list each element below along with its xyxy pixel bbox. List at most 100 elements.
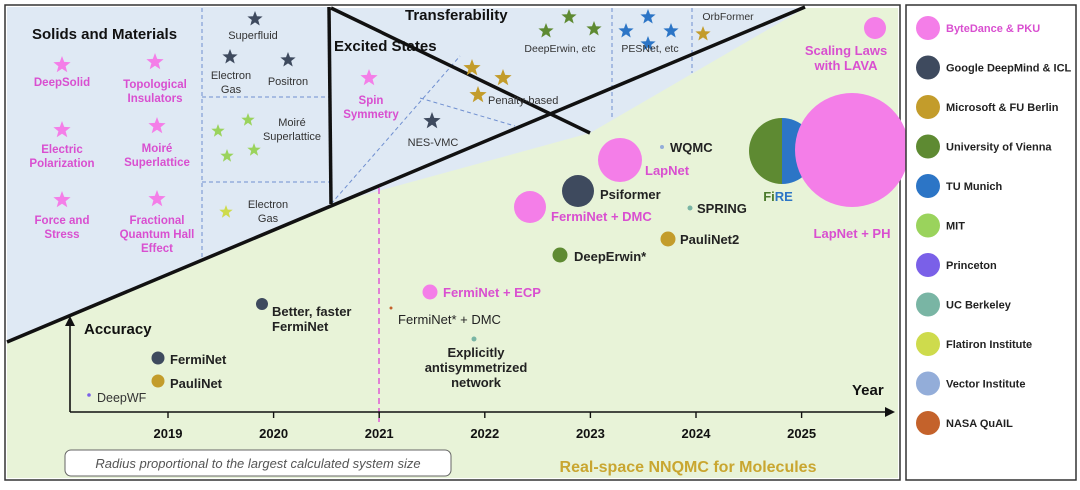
star-solids-fractional-quantum-hall-effect [148, 190, 166, 207]
point-deeperwin [552, 247, 568, 263]
legend-label-bytedance-pku: ByteDance & PKU [946, 23, 1040, 35]
region-dividers [201, 8, 693, 259]
point-label-ferminet-ecp: FermiNet + ECP [443, 285, 541, 300]
star-solids-moir-superlattice-3 [247, 143, 261, 156]
tick-label-2021: 2021 [365, 426, 394, 441]
point-label-ferminet-dmc: FermiNet* + DMC [398, 312, 501, 327]
x-axis-arrow [885, 407, 895, 417]
region-label-solids-electric-polarization: Electric Polarization [29, 144, 94, 170]
point-label-ferminet: FermiNet [170, 352, 227, 367]
point-ferminet-ecp [422, 284, 438, 300]
excited-region [331, 8, 590, 204]
legend-marker-tu-munich [916, 174, 940, 198]
legend-label-tu-munich: TU Munich [946, 181, 1002, 193]
point-label-better-faster-ferminet: Better, faster FermiNet [272, 304, 351, 334]
excited-title: Excited States [334, 38, 437, 55]
star-transfer-pesnet-etc-0 [618, 23, 634, 38]
legend-box [905, 4, 1077, 481]
region-label-solids-electron-gas: Electron Gas [248, 199, 288, 225]
point-paulinet [151, 374, 165, 388]
region-label-transfer-orbformer: OrbFormer [702, 11, 754, 23]
legend-marker-microsoft-fu-berlin [916, 95, 940, 119]
legend-label-princeton: Princeton [946, 260, 997, 272]
star-transfer-orbformer [695, 26, 711, 41]
region-label-transfer-pesnet-etc: PESNet, etc [621, 43, 678, 55]
star-excited-penalty-based-0 [463, 59, 481, 76]
point-deepwf [87, 393, 91, 397]
point-better-faster-ferminet [256, 298, 268, 310]
star-excited-spin-symmetry [360, 69, 378, 86]
star-solids-electron-gas [219, 205, 233, 218]
point-label-explicitly-antisymmetrized-network: Explicitly antisymmetrized network [425, 345, 528, 390]
legend-marker-bytedance-pku [916, 16, 940, 40]
legend-marker-university-of-vienna [916, 134, 940, 159]
point-label-lapnet-ph: LapNet + PH [814, 226, 891, 241]
y-axis-label: Accuracy [84, 321, 152, 338]
point-spring [687, 205, 693, 211]
legend-marker-uc-berkeley [916, 292, 940, 317]
star-excited-nes-vmc [423, 112, 441, 129]
legend-marker-flatiron-institute [916, 332, 940, 356]
star-excited-penalty-based-2 [469, 86, 487, 103]
point-psiformer [562, 175, 594, 207]
star-solids-moir-superlattice-1 [241, 113, 255, 126]
point-label-paulinet2: PauliNet2 [680, 232, 739, 247]
region-label-solids-deepsolid: DeepSolid [34, 77, 90, 89]
transfer-region [331, 8, 805, 133]
point-fire-left [749, 118, 782, 184]
y-axis-arrow [65, 316, 75, 326]
point-label-ferminet-dmc: FermiNet + DMC [551, 209, 652, 224]
region-borders [6, 5, 806, 344]
star-solids-force-and-stress [53, 191, 71, 208]
legend-label-university-of-vienna: University of Vienna [946, 142, 1052, 154]
region-label-solids-superfluid: Superfluid [228, 30, 278, 42]
point-lapnet-ph [795, 93, 909, 207]
region-label-solids-moir-superlattice: Moiré Superlattice [124, 143, 190, 169]
region-label-solids-force-and-stress: Force and Stress [35, 215, 90, 241]
solids-title: Solids and Materials [32, 26, 177, 43]
region-labels: DeepSolid Topological Insulators Electric Po… [29, 11, 754, 255]
tick-label-2019: 2019 [154, 426, 183, 441]
region-label-transfer-deeperwin-etc: DeepErwin, etc [524, 43, 595, 55]
molecule-region [7, 8, 898, 478]
chart-title: Real-space NNQMC for Molecules [560, 459, 817, 476]
tick-label-2023: 2023 [576, 426, 605, 441]
point-label-lapnet: LapNet [645, 163, 690, 178]
point-scaling-laws-with-lava [864, 17, 886, 39]
star-solids-deepsolid [53, 56, 71, 73]
star-transfer-deeperwin-etc-2 [586, 21, 602, 36]
region-label-solids-electron-gas: Electron Gas [211, 70, 251, 96]
point-explicitly-antisymmetrized-network [471, 336, 477, 342]
region-label-solids-fractional-quantum-hall-effect: Fractional Quantum Hall Effect [120, 215, 195, 255]
point-lapnet [598, 138, 642, 182]
point-label-wqmc: WQMC [670, 140, 713, 155]
star-solids-topological-insulators [146, 53, 164, 70]
point-ferminet [151, 351, 165, 365]
legend-label-microsoft-fu-berlin: Microsoft & FU Berlin [946, 102, 1059, 114]
legend-marker-nasa-quail [916, 411, 940, 435]
region-label-excited-nes-vmc: NES-VMC [408, 137, 459, 149]
point-ferminet-dmc [389, 306, 393, 310]
star-solids-moir-superlattice-0 [211, 124, 225, 137]
star-solids-moir-superlattice-2 [220, 149, 234, 162]
point-label-fire: FiRE [763, 189, 793, 204]
point-labels: DeepWF FermiNet PauliNet Better, faster Ferm… [97, 43, 890, 405]
star-transfer-pesnet-etc-3 [640, 36, 656, 51]
legend-label-google-deepmind-icl: Google DeepMind & ICL [946, 63, 1072, 75]
tick-label-2020: 2020 [259, 426, 288, 441]
legend-marker-vector-institute [916, 371, 940, 396]
star-transfer-deeperwin-etc-0 [538, 23, 554, 38]
x-ticks: 2019 2020 2021 2022 2023 2024 2025 [154, 412, 816, 441]
legend-label-nasa-quail: NASA QuAIL [946, 418, 1013, 430]
legend-marker-princeton [916, 253, 940, 277]
star-solids-electron-gas [222, 49, 238, 64]
point-paulinet2 [660, 231, 676, 247]
legend: ByteDance & PKU Google DeepMind & ICL Micr… [916, 16, 1072, 435]
note-text: Radius proportional to the largest calcu… [95, 456, 420, 471]
tick-label-2022: 2022 [470, 426, 499, 441]
data-points [87, 17, 909, 397]
legend-label-vector-institute: Vector Institute [946, 379, 1025, 391]
star-transfer-pesnet-etc-1 [640, 9, 656, 24]
